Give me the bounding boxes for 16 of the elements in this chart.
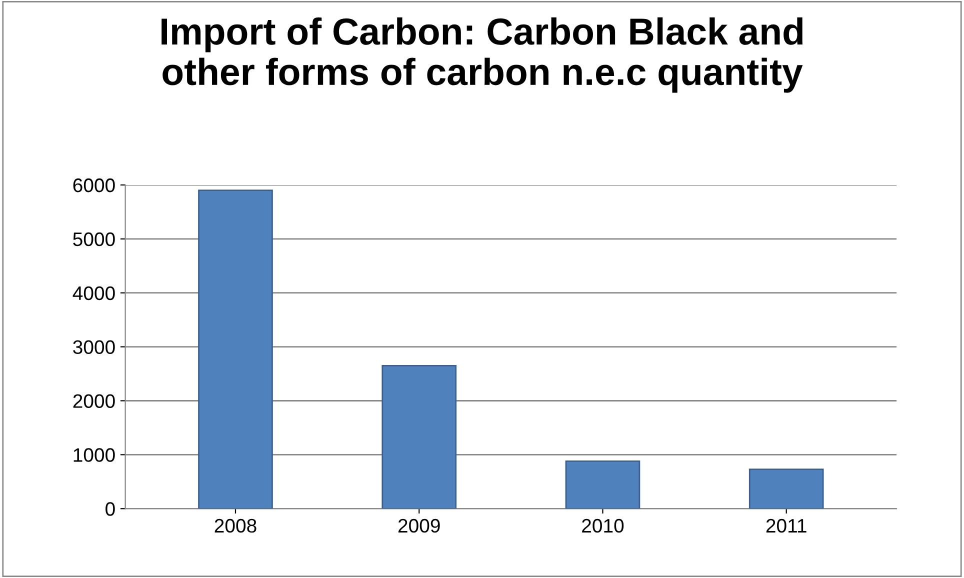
bar — [748, 468, 824, 509]
x-tick-label: 2008 — [214, 518, 256, 533]
y-tick-label: 4000 — [72, 286, 115, 300]
y-tick-label: 1000 — [74, 448, 115, 462]
chart-title: Import of Carbon: Carbon Black and other forms of carbon n.e.c quantity — [162, 17, 803, 93]
bar — [565, 460, 640, 509]
bar — [198, 190, 273, 509]
x-tick-label: 2010 — [582, 518, 624, 533]
y-tick-label: 6000 — [73, 178, 115, 192]
y-tick-label: 2000 — [73, 394, 115, 408]
y-tick-label: 3000 — [73, 340, 115, 354]
y-tick-label: 0 — [106, 502, 115, 516]
y-tick-label: 5000 — [73, 232, 115, 246]
x-tick-label: 2009 — [398, 518, 440, 533]
bar — [382, 364, 457, 509]
x-tick-label: 2011 — [766, 518, 806, 533]
